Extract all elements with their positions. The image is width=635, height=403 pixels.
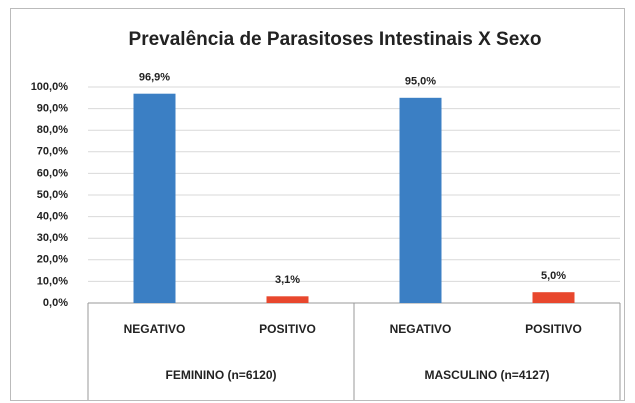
- chart-border: [10, 8, 625, 401]
- x-tick-label: POSITIVO: [259, 322, 316, 336]
- x-tick-label: NEGATIVO: [124, 322, 186, 336]
- value-label: 3,1%: [275, 274, 300, 286]
- y-tick-label: 80,0%: [37, 124, 68, 136]
- value-label: 5,0%: [541, 270, 566, 282]
- x-tick-label: NEGATIVO: [390, 322, 452, 336]
- y-tick-label: 70,0%: [37, 146, 68, 158]
- y-tick-label: 90,0%: [37, 103, 68, 115]
- x-tick-label: POSITIVO: [525, 322, 582, 336]
- chart-title: Prevalência de Parasitoses Intestinais X…: [129, 29, 542, 50]
- y-tick-label: 40,0%: [37, 211, 68, 223]
- group-label: MASCULINO (n=4127): [424, 368, 549, 382]
- bar: [532, 292, 575, 303]
- bar: [266, 296, 309, 303]
- group-label: FEMININO (n=6120): [165, 368, 276, 382]
- value-label: 96,9%: [139, 72, 170, 84]
- y-tick-label: 20,0%: [37, 254, 68, 266]
- y-tick-label: 0,0%: [43, 297, 68, 309]
- bar: [133, 93, 176, 303]
- y-tick-label: 30,0%: [37, 232, 68, 244]
- y-tick-label: 60,0%: [37, 167, 68, 179]
- y-tick-label: 50,0%: [37, 189, 68, 201]
- value-label: 95,0%: [405, 76, 436, 88]
- bar: [399, 97, 442, 303]
- y-tick-label: 10,0%: [37, 275, 68, 287]
- y-tick-label: 100,0%: [31, 81, 69, 93]
